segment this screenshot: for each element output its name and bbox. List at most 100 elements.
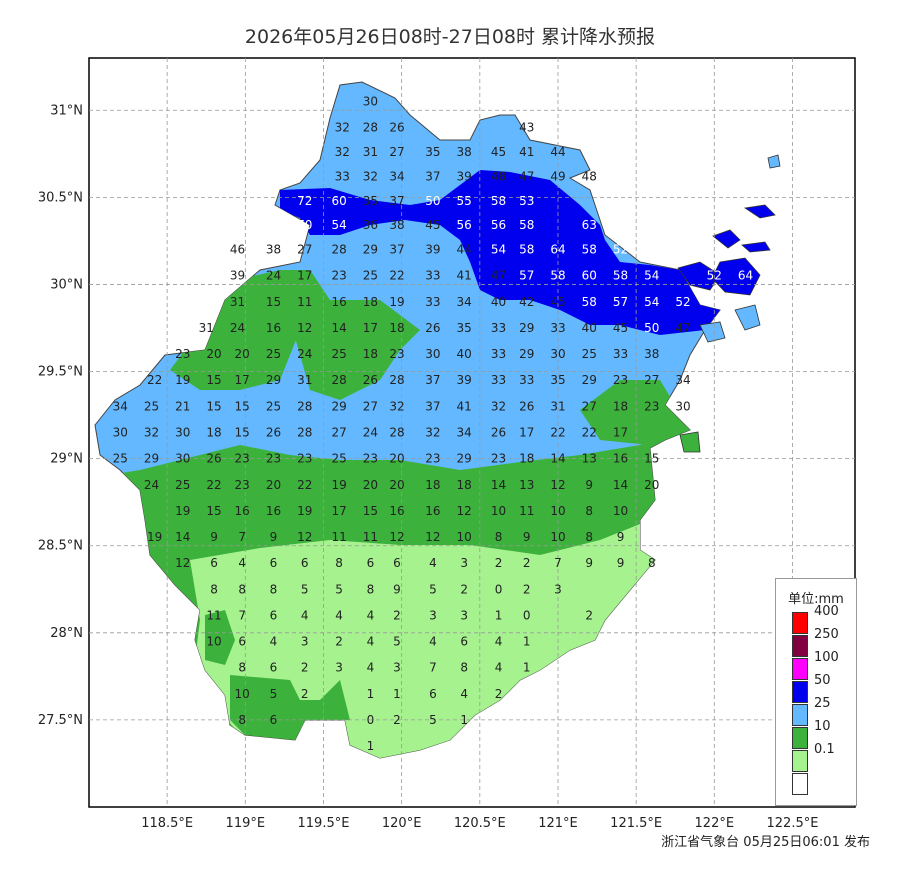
station-value: 25: [331, 347, 346, 361]
station-value: 5: [429, 582, 437, 596]
station-value: 10: [491, 504, 506, 518]
station-value: 13: [582, 452, 597, 466]
station-value: 4: [367, 608, 375, 622]
station-value: 4: [367, 635, 375, 649]
station-value: 29: [519, 347, 534, 361]
station-value: 1: [523, 661, 531, 675]
station-value: 20: [363, 478, 378, 492]
station-value: 1: [523, 635, 531, 649]
station-value: 23: [491, 452, 506, 466]
lat-tick-label: 30.5°N: [38, 190, 83, 205]
station-value: 2: [495, 687, 503, 701]
station-value: 23: [235, 478, 250, 492]
station-value: 12: [297, 321, 312, 335]
station-value: 47: [519, 169, 534, 183]
station-value: 27: [389, 145, 404, 159]
station-value: 27: [297, 243, 312, 257]
station-value: 27: [644, 373, 659, 387]
station-value: 20: [266, 478, 281, 492]
lat-tick-label: 27.5°N: [38, 713, 83, 728]
station-value: 6: [460, 635, 468, 649]
map-frame: [88, 57, 856, 808]
station-value: 52: [675, 295, 690, 309]
legend-item: 10: [792, 719, 852, 750]
station-value: 8: [495, 530, 503, 544]
station-value: 50: [644, 321, 659, 335]
station-value: 31: [199, 321, 214, 335]
station-value: 23: [389, 347, 404, 361]
station-value: 24: [297, 347, 312, 361]
station-value: 22: [582, 426, 597, 440]
island-zhoushan-7: [699, 321, 726, 343]
station-value: 17: [331, 504, 346, 518]
station-value: 23: [613, 373, 628, 387]
station-value: 25: [113, 452, 128, 466]
station-value: 18: [519, 452, 534, 466]
station-value: 19: [331, 478, 346, 492]
legend-swatch: [792, 704, 808, 726]
station-value: 20: [644, 478, 659, 492]
station-value: 33: [335, 169, 350, 183]
station-value: 2: [301, 687, 309, 701]
station-value: 37: [425, 373, 440, 387]
station-value: 14: [491, 478, 506, 492]
station-value: 58: [613, 269, 628, 283]
station-value: 15: [235, 399, 250, 413]
station-value: 38: [644, 347, 659, 361]
station-value: 10: [457, 530, 472, 544]
station-value: 58: [491, 194, 506, 208]
station-value: 39: [457, 373, 472, 387]
station-value: 28: [363, 121, 378, 135]
station-value: 58: [519, 218, 534, 232]
legend-item: [792, 773, 852, 796]
station-value: 9: [210, 530, 218, 544]
station-value: 48: [582, 169, 597, 183]
station-value: 60: [331, 194, 346, 208]
station-value: 32: [335, 145, 350, 159]
legend-title: 单位:mm: [788, 592, 844, 607]
station-value: 72: [297, 194, 312, 208]
station-value: 29: [144, 452, 159, 466]
station-value: 20: [389, 478, 404, 492]
station-value: 23: [363, 452, 378, 466]
station-value: 26: [363, 373, 378, 387]
station-value: 39: [230, 269, 245, 283]
station-value: 7: [238, 530, 246, 544]
station-value: 24: [266, 269, 281, 283]
lat-tick-label: 31°N: [50, 103, 83, 118]
station-value: 6: [429, 687, 437, 701]
legend-item: 0.1: [792, 742, 852, 773]
station-value: 4: [367, 661, 375, 675]
station-value: 18: [363, 347, 378, 361]
station-value: 29: [582, 373, 597, 387]
station-value: 58: [582, 243, 597, 257]
legend-label: 10: [814, 719, 831, 734]
station-value: 15: [266, 295, 281, 309]
station-value: 29: [363, 243, 378, 257]
station-value: 15: [235, 426, 250, 440]
station-value: 5: [301, 582, 309, 596]
precip-fills: [94, 81, 781, 759]
station-value: 57: [519, 269, 534, 283]
zone-10mm-south: [230, 675, 350, 740]
station-value: 33: [491, 321, 506, 335]
station-value: 70: [297, 218, 312, 232]
station-value: 38: [389, 218, 404, 232]
station-value: 40: [491, 295, 506, 309]
station-value: 39: [425, 243, 440, 257]
station-value: 2: [495, 556, 503, 570]
station-value: 2: [523, 582, 531, 596]
station-value: 12: [457, 504, 472, 518]
station-value: 3: [460, 556, 468, 570]
station-value: 9: [585, 478, 593, 492]
axis-ticks: 118.5°E 119°E 119.5°E 120°E 120.5°E 121°E 121.…: [38, 103, 819, 831]
station-value: 43: [519, 121, 534, 135]
station-value: 20: [206, 347, 221, 361]
station-value: 37: [389, 194, 404, 208]
station-value: 27: [331, 426, 346, 440]
station-value: 10: [235, 687, 250, 701]
station-value: 22: [297, 478, 312, 492]
station-value: 4: [335, 608, 343, 622]
station-value: 0: [523, 608, 531, 622]
